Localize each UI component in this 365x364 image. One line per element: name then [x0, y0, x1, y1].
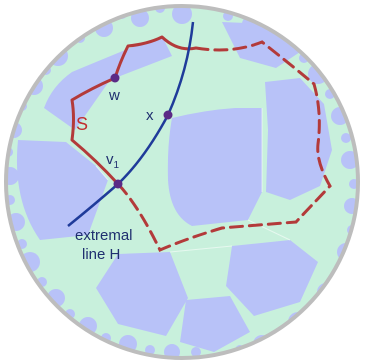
- tile-lower-center: [96, 252, 188, 336]
- label-w: w: [108, 87, 120, 104]
- label-extremal: extremal: [75, 227, 133, 244]
- label-line-h: line H: [82, 246, 120, 263]
- tile-top-right: [222, 22, 300, 68]
- tile-left-center: [16, 140, 108, 240]
- label-v1-main: v: [106, 151, 114, 168]
- tile-edges: [95, 108, 291, 253]
- label-v1-subscript: 1: [114, 160, 120, 171]
- tile-center: [167, 108, 262, 226]
- tile-upper-left: [44, 38, 172, 130]
- point-w: [110, 73, 120, 83]
- tile-bottom: [180, 296, 250, 352]
- label-s: S: [76, 114, 88, 134]
- point-x: [163, 110, 173, 120]
- label-x: x: [146, 107, 154, 124]
- disk-rim: [4, 4, 360, 360]
- extremal-line-h: [67, 21, 195, 227]
- s-dashed-boundary: [116, 40, 332, 252]
- point-v1: [113, 179, 123, 189]
- tile-right: [265, 78, 332, 200]
- label-v1: v1: [106, 151, 120, 171]
- tile-lower-right: [226, 240, 318, 316]
